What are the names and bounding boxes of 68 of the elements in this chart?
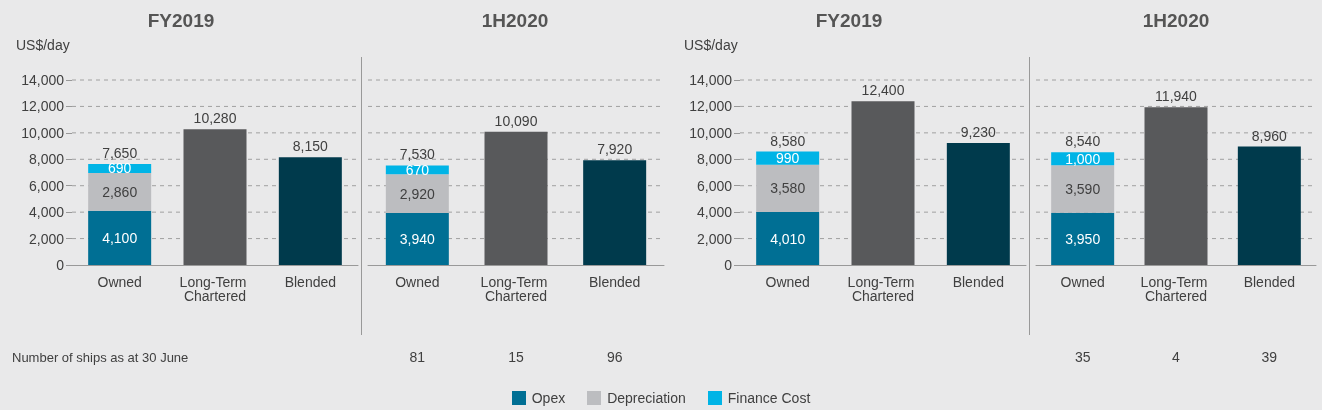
total-label: 7,920 xyxy=(597,141,633,158)
y-tick-label: 4,000 xyxy=(28,204,65,221)
text: 15 xyxy=(508,349,524,365)
data-label: 2,920 xyxy=(399,185,436,202)
data-label: 990 xyxy=(775,150,800,167)
data-label: 3,950 xyxy=(1065,230,1101,247)
data-label: 1,000 xyxy=(1065,150,1101,167)
y-tick-label: 4,000 xyxy=(696,204,733,221)
x-tick-label: Owned xyxy=(97,274,142,290)
y-tick-label: 10,000 xyxy=(21,124,65,141)
total-label: 8,150 xyxy=(292,138,329,155)
y-tick-label: 2,000 xyxy=(28,230,65,247)
total-label: 9,230 xyxy=(960,124,997,141)
y-axis-title: US$/day xyxy=(684,37,738,53)
y-axis-title: US$/day xyxy=(16,37,70,53)
y-tick-label: 14,000 xyxy=(689,72,733,88)
text: 39 xyxy=(1261,349,1278,365)
data-label: 4,100 xyxy=(102,229,138,246)
data-label: 670 xyxy=(405,161,430,178)
total-label: 8,960 xyxy=(1251,127,1288,144)
x-tick-label: Long-Term Chartered xyxy=(179,274,251,304)
y-tick-label: 6,000 xyxy=(28,177,65,194)
data-label: 3,940 xyxy=(399,230,436,247)
x-tick-label: Long-Term Chartered xyxy=(480,274,552,304)
data-label: 690 xyxy=(107,160,132,177)
chart-title: FY2019 xyxy=(815,10,883,31)
legend-label: Depreciation xyxy=(607,390,686,406)
y-tick-label: 14,000 xyxy=(21,72,65,88)
total-label: 7,650 xyxy=(102,144,138,161)
total-label: 11,940 xyxy=(1155,88,1198,105)
y-tick-label: 6,000 xyxy=(696,177,733,194)
x-tick-label: Owned xyxy=(765,274,810,290)
chart-title: FY2019 xyxy=(147,10,215,31)
text: 35 xyxy=(1074,349,1091,365)
total-label: 8,540 xyxy=(1065,133,1101,150)
total-label: 10,280 xyxy=(193,110,237,127)
y-tick-label: 2,000 xyxy=(696,230,733,247)
chart-title: 1H2020 xyxy=(1142,10,1210,31)
total-label: 8,580 xyxy=(770,132,806,149)
total-label: 12,400 xyxy=(861,82,905,99)
x-tick-label: Blended xyxy=(1243,274,1296,290)
y-tick-label: 0 xyxy=(724,257,733,273)
chart-title: 1H2020 xyxy=(481,10,549,31)
y-tick-label: 12,000 xyxy=(689,98,733,115)
total-label: 10,090 xyxy=(494,112,538,129)
y-tick-label: 12,000 xyxy=(21,98,65,115)
x-tick-label: Blended xyxy=(588,274,641,290)
data-label: 4,010 xyxy=(770,230,806,247)
legend-label: Finance Cost xyxy=(727,390,811,406)
y-tick-label: 0 xyxy=(56,257,65,273)
y-tick-label: 10,000 xyxy=(689,124,733,141)
x-tick-label: Blended xyxy=(952,274,1005,290)
text: Number of ships as at 30 June xyxy=(12,349,189,365)
data-label: 3,580 xyxy=(770,180,806,197)
x-tick-label: Owned xyxy=(395,274,440,290)
text: 96 xyxy=(606,349,623,365)
x-tick-label: Long-Term Chartered xyxy=(847,274,919,304)
text: 81 xyxy=(409,349,426,365)
text: 4 xyxy=(1172,349,1181,365)
legend-label: Opex xyxy=(531,390,566,406)
data-label: 3,590 xyxy=(1065,181,1101,198)
data-label: 2,860 xyxy=(102,183,138,200)
y-tick-label: 8,000 xyxy=(696,151,733,168)
y-tick-label: 8,000 xyxy=(28,151,65,168)
x-tick-label: Owned xyxy=(1060,274,1105,290)
x-tick-label: Blended xyxy=(284,274,337,290)
total-label: 7,530 xyxy=(399,146,436,163)
x-tick-label: Long-Term Chartered xyxy=(1140,274,1212,304)
